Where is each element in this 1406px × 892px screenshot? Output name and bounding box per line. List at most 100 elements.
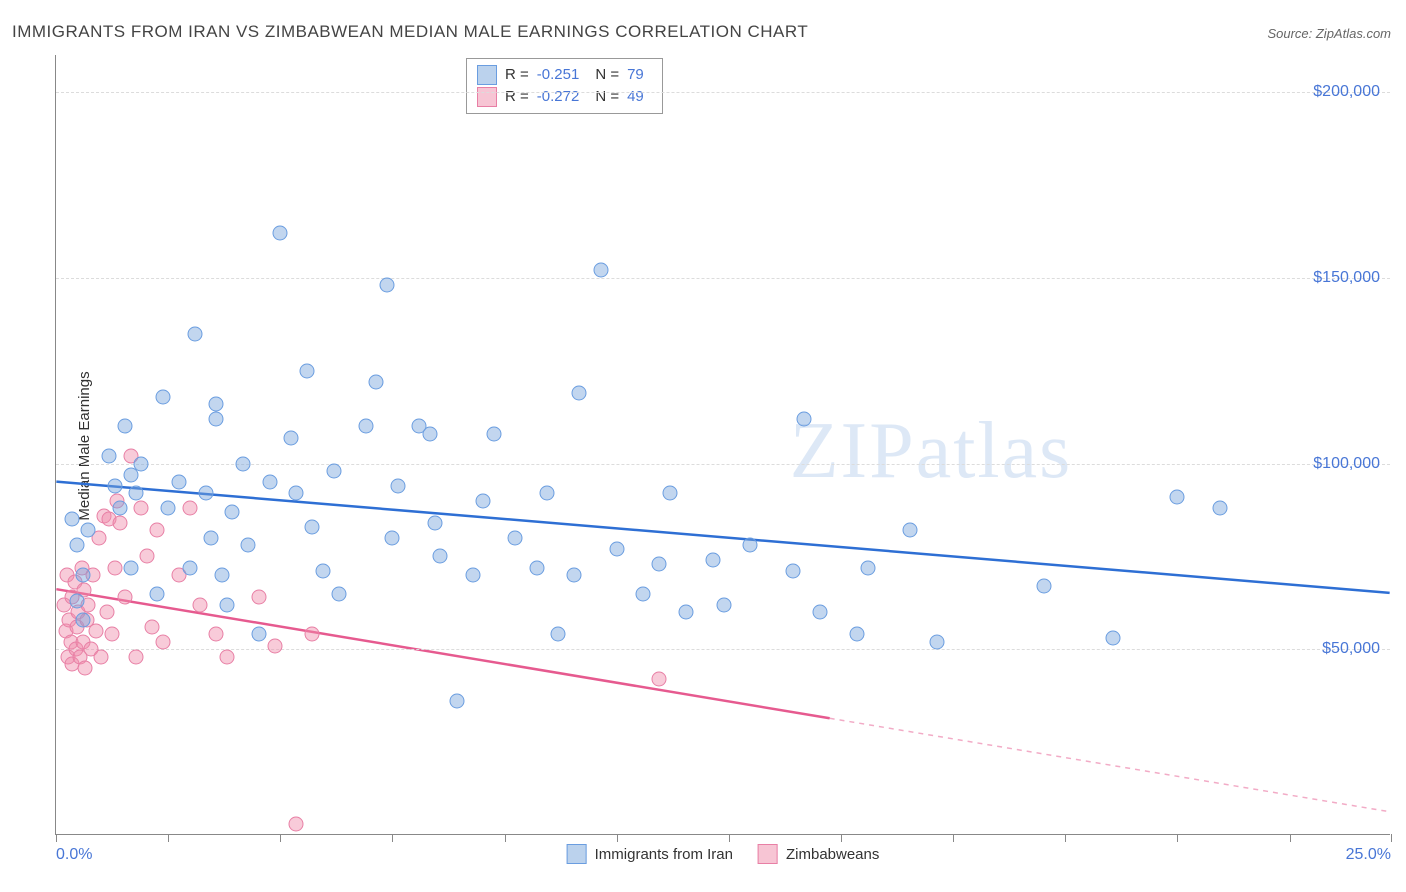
data-point (273, 226, 288, 241)
data-point (203, 530, 218, 545)
data-point (1170, 490, 1185, 505)
data-point (785, 564, 800, 579)
data-point (593, 263, 608, 278)
x-tick (505, 834, 506, 842)
x-tick (56, 834, 57, 842)
data-point (652, 672, 667, 687)
data-point (65, 512, 80, 527)
data-point (743, 538, 758, 553)
data-point (316, 564, 331, 579)
data-point (78, 660, 93, 675)
data-point (123, 560, 138, 575)
data-point (422, 426, 437, 441)
data-point (486, 426, 501, 441)
data-point (102, 449, 117, 464)
data-point (150, 586, 165, 601)
data-point (209, 397, 224, 412)
data-point (663, 486, 678, 501)
data-point (385, 530, 400, 545)
gridline-h (56, 649, 1390, 650)
x-tick (1177, 834, 1178, 842)
y-tick-label: $150,000 (1313, 269, 1380, 287)
x-tick-label: 0.0% (56, 846, 92, 864)
data-point (449, 694, 464, 709)
gridline-h (56, 92, 1390, 93)
data-point (332, 586, 347, 601)
y-tick-label: $100,000 (1313, 455, 1380, 473)
data-point (369, 374, 384, 389)
data-point (305, 519, 320, 534)
data-point (572, 386, 587, 401)
data-point (219, 649, 234, 664)
x-tick (280, 834, 281, 842)
x-tick (953, 834, 954, 842)
data-point (433, 549, 448, 564)
data-point (70, 594, 85, 609)
data-point (812, 605, 827, 620)
data-point (241, 538, 256, 553)
data-point (679, 605, 694, 620)
x-tick (617, 834, 618, 842)
data-point (850, 627, 865, 642)
data-point (113, 501, 128, 516)
data-point (155, 389, 170, 404)
data-point (193, 597, 208, 612)
data-point (118, 590, 133, 605)
data-point (171, 475, 186, 490)
y-tick-label: $50,000 (1322, 640, 1380, 658)
data-point (716, 597, 731, 612)
data-point (182, 560, 197, 575)
data-point (113, 516, 128, 531)
data-point (636, 586, 651, 601)
data-point (465, 568, 480, 583)
data-point (75, 612, 90, 627)
data-point (161, 501, 176, 516)
x-tick-label: 25.0% (1346, 846, 1391, 864)
chart-title: IMMIGRANTS FROM IRAN VS ZIMBABWEAN MEDIA… (12, 22, 808, 42)
x-tick (841, 834, 842, 842)
data-point (118, 419, 133, 434)
data-point (150, 523, 165, 538)
data-point (89, 623, 104, 638)
data-point (107, 560, 122, 575)
data-point (214, 568, 229, 583)
data-point (540, 486, 555, 501)
data-point (305, 627, 320, 642)
data-point (225, 504, 240, 519)
data-point (129, 649, 144, 664)
data-point (652, 556, 667, 571)
y-tick-label: $200,000 (1313, 83, 1380, 101)
data-point (380, 278, 395, 293)
data-point (107, 478, 122, 493)
data-point (796, 412, 811, 427)
data-point (209, 412, 224, 427)
data-point (609, 542, 624, 557)
data-point (209, 627, 224, 642)
gridline-h (56, 464, 1390, 465)
legend-item: Immigrants from Iran (567, 844, 733, 864)
source-label: Source: ZipAtlas.com (1267, 26, 1391, 41)
data-point (860, 560, 875, 575)
data-point (145, 620, 160, 635)
x-tick (1065, 834, 1066, 842)
data-point (550, 627, 565, 642)
data-point (251, 590, 266, 605)
data-point (81, 523, 96, 538)
trend-lines (56, 55, 1390, 834)
data-point (134, 501, 149, 516)
legend-swatch (758, 844, 778, 864)
data-point (139, 549, 154, 564)
data-point (70, 538, 85, 553)
data-point (105, 627, 120, 642)
data-point (428, 516, 443, 531)
x-tick (729, 834, 730, 842)
data-point (390, 478, 405, 493)
data-point (219, 597, 234, 612)
plot-area: ZIPatlas R = -0.251 N = 79 R = -0.272 N … (55, 55, 1390, 835)
data-point (198, 486, 213, 501)
data-point (283, 430, 298, 445)
bottom-legend: Immigrants from Iran Zimbabweans (567, 844, 880, 864)
data-point (289, 816, 304, 831)
x-tick (168, 834, 169, 842)
data-point (299, 363, 314, 378)
